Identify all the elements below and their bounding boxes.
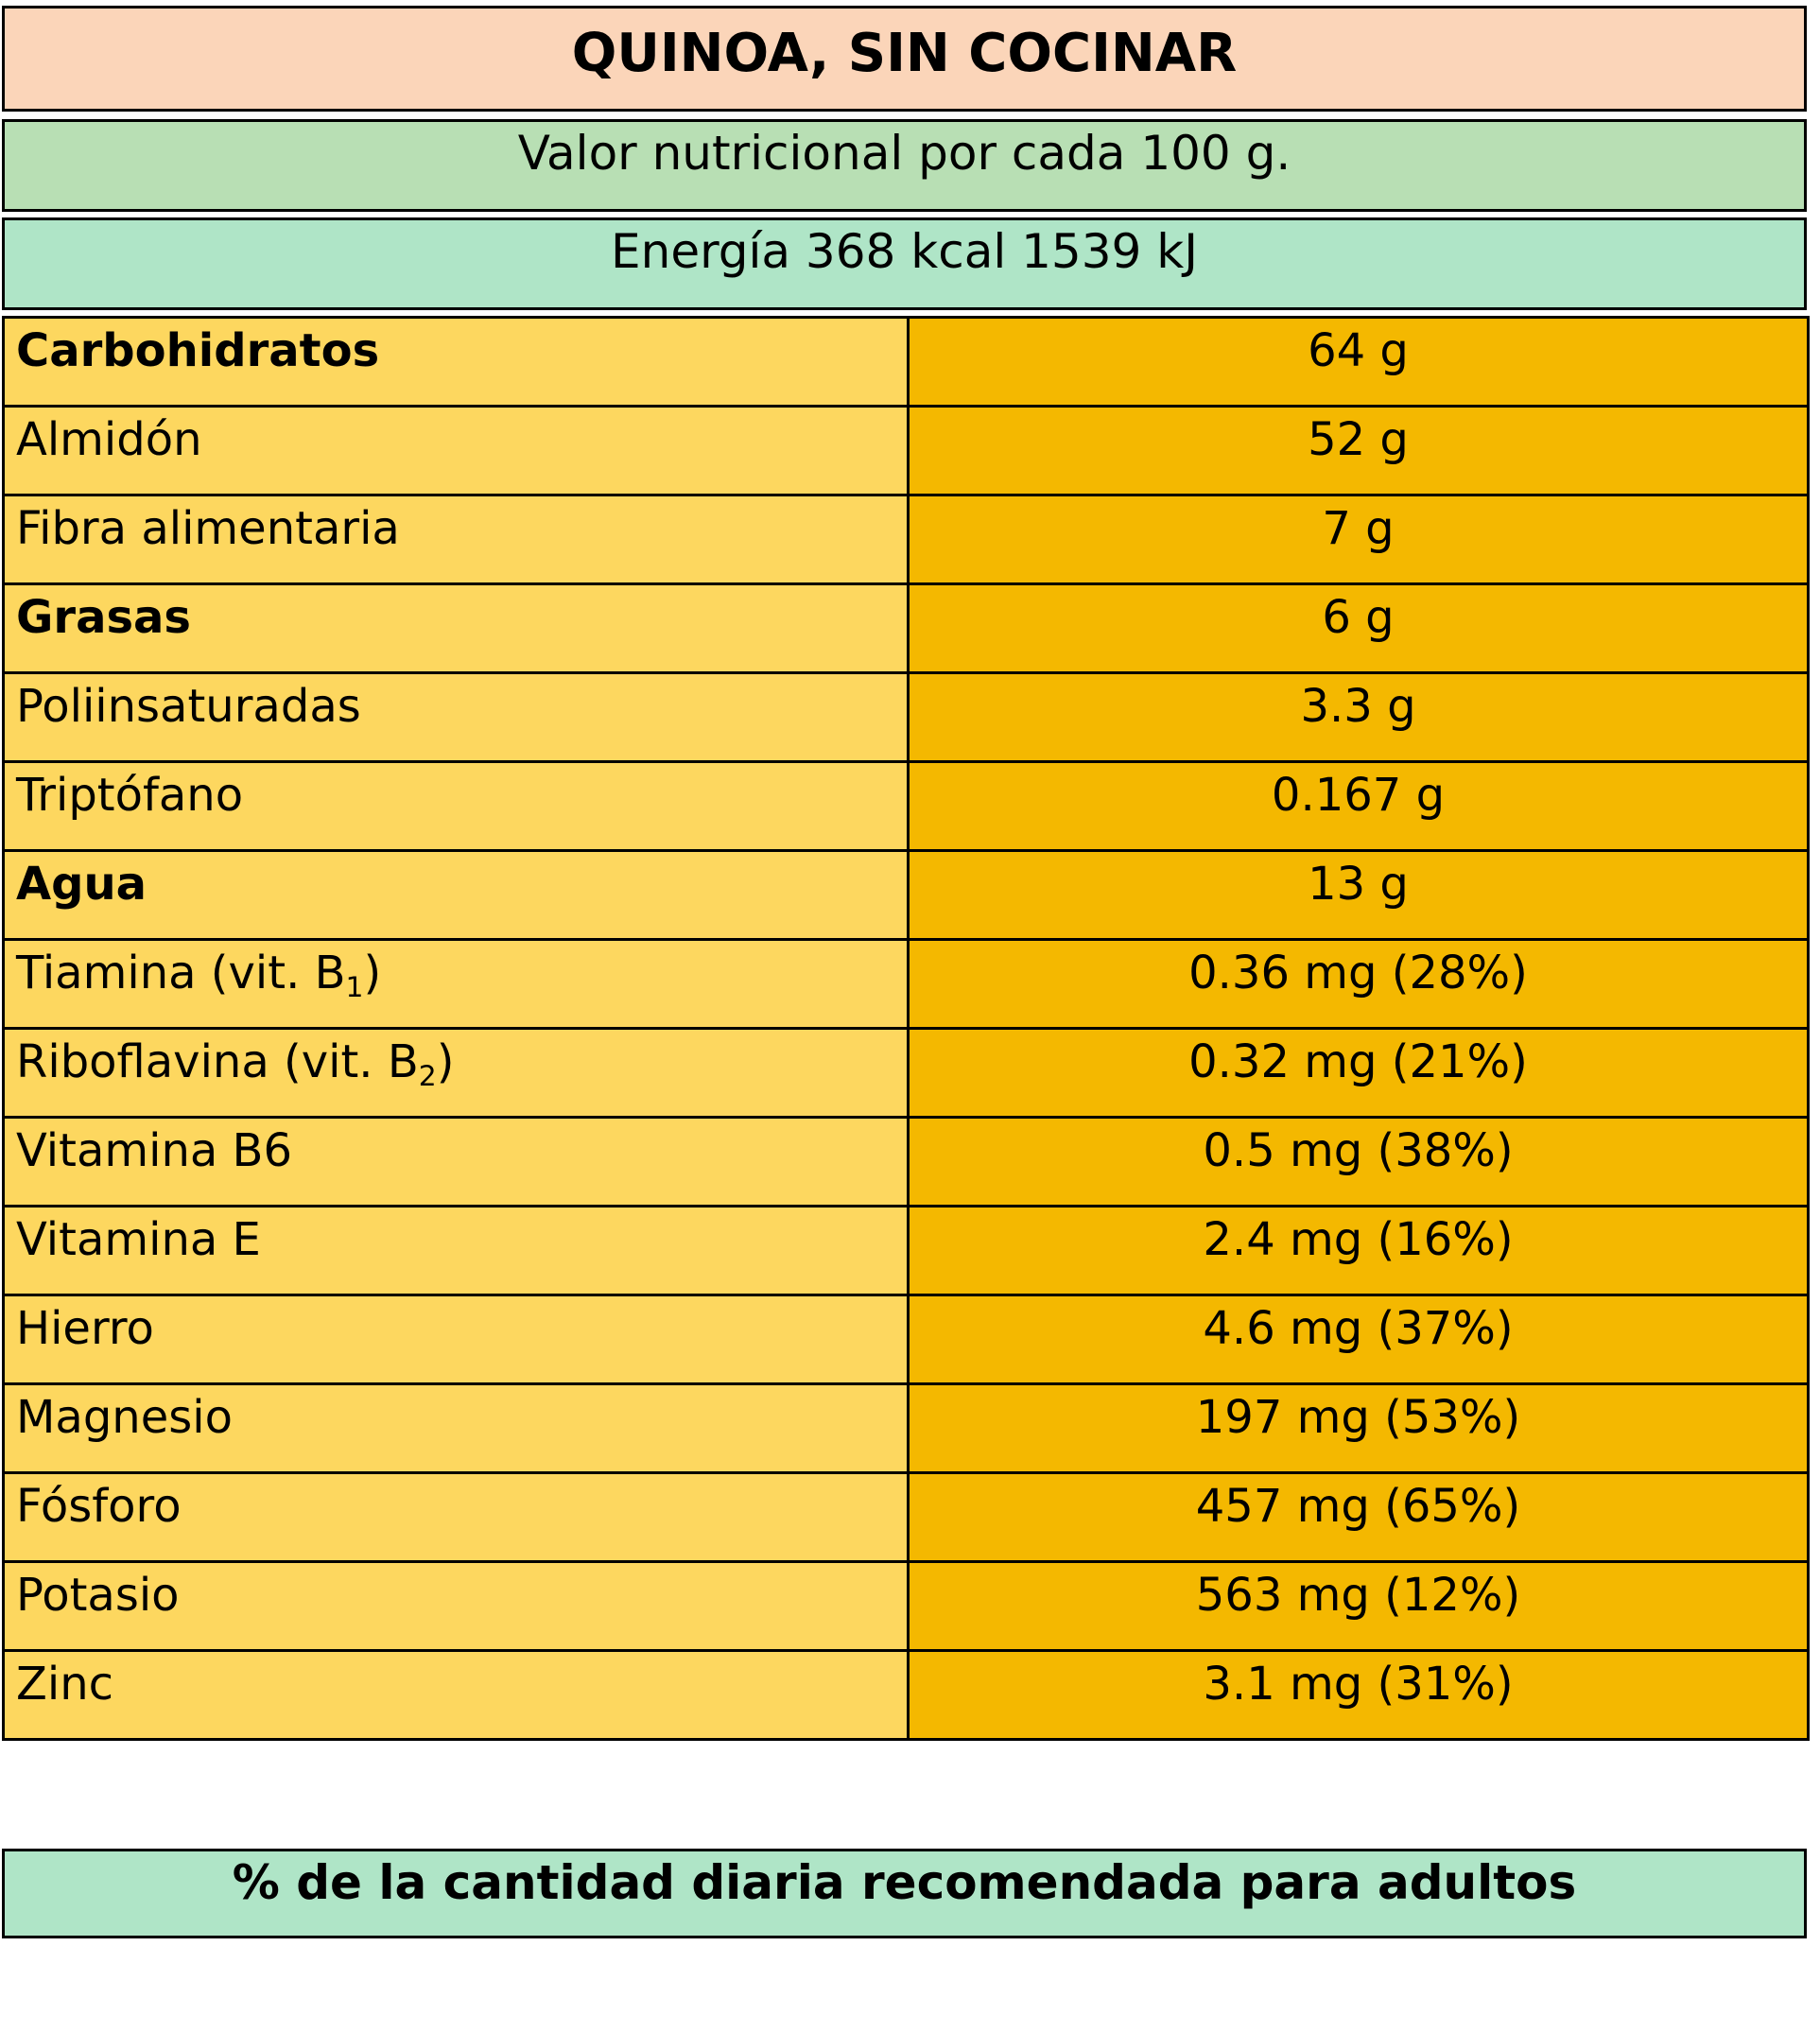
table-row: Zinc 3.1 mg (31%) [2,1649,1810,1741]
table-row: Potasio 563 mg (12%) [2,1560,1810,1652]
nutrient-value: 0.5 mg (38%) [907,1116,1810,1208]
nutrient-name: Triptófano [2,760,910,852]
table-row: Carbohidratos 64 g [2,316,1810,408]
table-row: Fibra alimentaria 7 g [2,494,1810,585]
nutrient-name: Fibra alimentaria [2,494,910,585]
nutrient-name: Riboflavina (vit. B2) [2,1027,910,1119]
subtitle-banner: Valor nutricional por cada 100 g. [2,119,1807,212]
energy-banner: Energía 368 kcal 1539 kJ [2,217,1807,310]
serving-note: Valor nutricional por cada 100 g. [517,126,1291,181]
nutrient-name: Vitamina B6 [2,1116,910,1208]
nutrient-value: 2.4 mg (16%) [907,1205,1810,1296]
daily-value-note: % de la cantidad diaria recomendada para… [232,1855,1577,1910]
energy-value: Energía 368 kcal 1539 kJ [611,224,1198,279]
table-row: Vitamina E 2.4 mg (16%) [2,1205,1810,1296]
nutrient-value: 52 g [907,405,1810,496]
nutrient-value: 0.167 g [907,760,1810,852]
nutrient-name: Grasas [2,582,910,674]
table-row: Magnesio 197 mg (53%) [2,1382,1810,1474]
table-row: Vitamina B6 0.5 mg (38%) [2,1116,1810,1208]
nutrient-name-suffix: ) [436,1035,455,1088]
nutrient-name: Tiamina (vit. B1) [2,938,910,1030]
nutrient-value: 0.36 mg (28%) [907,938,1810,1030]
table-row: Agua 13 g [2,849,1810,941]
nutrient-name: Agua [2,849,910,941]
nutrient-subscript: 1 [345,970,364,1004]
nutrient-name-text: Riboflavina (vit. B [16,1035,419,1088]
nutrient-name: Poliinsaturadas [2,671,910,763]
table-row: Riboflavina (vit. B2) 0.32 mg (21%) [2,1027,1810,1119]
nutrient-value: 6 g [907,582,1810,674]
table-row: Hierro 4.6 mg (37%) [2,1294,1810,1385]
nutrient-name: Fósforo [2,1471,910,1563]
nutrient-name: Potasio [2,1560,910,1652]
nutrient-value: 197 mg (53%) [907,1382,1810,1474]
table-row: Poliinsaturadas 3.3 g [2,671,1810,763]
page-title: QUINOA, SIN COCINAR [571,23,1238,84]
nutrient-value: 4.6 mg (37%) [907,1294,1810,1385]
table-row: Grasas 6 g [2,582,1810,674]
title-banner: QUINOA, SIN COCINAR [2,6,1807,112]
nutrient-value: 457 mg (65%) [907,1471,1810,1563]
nutrient-value: 13 g [907,849,1810,941]
nutrient-name-suffix: ) [363,947,382,999]
table-row: Almidón 52 g [2,405,1810,496]
table-row: Triptófano 0.167 g [2,760,1810,852]
nutrient-name-text: Tiamina (vit. B [16,947,346,999]
nutrient-value: 563 mg (12%) [907,1560,1810,1652]
nutrient-name: Almidón [2,405,910,496]
nutrient-value: 0.32 mg (21%) [907,1027,1810,1119]
nutrient-value: 7 g [907,494,1810,585]
nutrient-name: Carbohidratos [2,316,910,408]
footer-banner: % de la cantidad diaria recomendada para… [2,1849,1807,1938]
table-row: Tiamina (vit. B1) 0.36 mg (28%) [2,938,1810,1030]
nutrient-name: Magnesio [2,1382,910,1474]
nutrient-table: Carbohidratos 64 g Almidón 52 g Fibra al… [2,316,1810,1741]
nutrient-subscript: 2 [418,1059,437,1093]
table-row: Fósforo 457 mg (65%) [2,1471,1810,1563]
nutrient-name: Vitamina E [2,1205,910,1296]
nutrient-value: 64 g [907,316,1810,408]
nutrient-name: Hierro [2,1294,910,1385]
nutrient-value: 3.1 mg (31%) [907,1649,1810,1741]
nutrient-name: Zinc [2,1649,910,1741]
nutrient-value: 3.3 g [907,671,1810,763]
